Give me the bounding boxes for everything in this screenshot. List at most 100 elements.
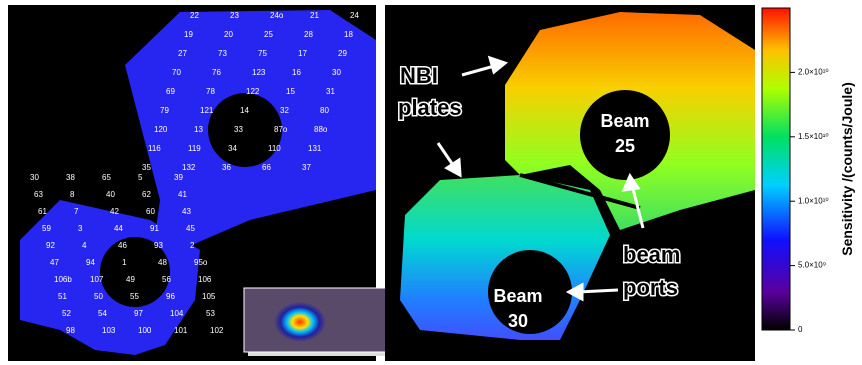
detector-label: 106 xyxy=(198,275,212,284)
label: 30 xyxy=(508,311,528,331)
detector-label: 18 xyxy=(344,30,353,39)
detector-label: 131 xyxy=(308,144,322,153)
label: Beam xyxy=(493,286,542,306)
detector-label: 15 xyxy=(286,87,295,96)
detector-label: 59 xyxy=(42,224,51,233)
beam-port xyxy=(580,90,670,180)
detector-label: 122 xyxy=(246,87,260,96)
detector-label: 119 xyxy=(188,144,201,153)
detector-label: 79 xyxy=(160,106,169,115)
detector-label: 45 xyxy=(186,224,195,233)
detector-label: 63 xyxy=(34,190,43,199)
detector-label: 47 xyxy=(50,258,59,267)
detector-label: 70 xyxy=(172,68,181,77)
label: 25 xyxy=(615,136,635,156)
detector-label: 42 xyxy=(110,207,119,216)
detector-label: 25 xyxy=(264,30,273,39)
detector-label: 33 xyxy=(234,125,243,134)
detector-label: 76 xyxy=(212,68,221,77)
detector-label: 75 xyxy=(258,49,267,58)
detector-label: 46 xyxy=(118,241,127,250)
detector-label: 62 xyxy=(142,190,151,199)
label: beam xyxy=(623,242,680,267)
detector-label: 78 xyxy=(206,87,215,96)
colorbar-title: Sensitivity /(counts/Joule) xyxy=(839,82,855,255)
detector-label: 102 xyxy=(210,326,224,335)
detector-label: 65 xyxy=(102,173,111,182)
detector-label: 80 xyxy=(320,106,329,115)
detector-label: 94 xyxy=(86,258,95,267)
detector-label: 110 xyxy=(268,144,281,153)
detector-label: 92 xyxy=(46,241,55,250)
detector-label: 69 xyxy=(166,87,175,96)
detector-label: 73 xyxy=(218,49,227,58)
detector-label: 103 xyxy=(102,326,116,335)
detector-label: 53 xyxy=(206,309,215,318)
colorbar xyxy=(762,8,790,330)
detector-label: 87o xyxy=(274,125,288,134)
detector-label: 88o xyxy=(314,125,328,134)
detector-label: 27 xyxy=(178,49,187,58)
detector-label: 20 xyxy=(224,30,233,39)
detector-label: 44 xyxy=(114,224,123,233)
detector-label: 105 xyxy=(202,292,216,301)
detector-label: 93 xyxy=(154,241,163,250)
detector-label: 7 xyxy=(74,207,79,216)
label: ports xyxy=(623,275,678,300)
detector-label: 2 xyxy=(190,241,195,250)
detector-label: 5 xyxy=(138,173,143,182)
detector-label: 30 xyxy=(30,173,39,182)
detector-label: 13 xyxy=(194,125,203,134)
detector-label: 17 xyxy=(298,49,307,58)
detector-label: 32 xyxy=(280,106,289,115)
detector-label: 4 xyxy=(82,241,87,250)
detector-label: 22 xyxy=(190,11,199,20)
detector-label: 101 xyxy=(174,326,188,335)
page: 22 23 24o 21 24 19 20 25 28 18 27 73 75 17 29 70 7 61 2 31 6… xyxy=(0,0,862,365)
detector-label: 95o xyxy=(194,258,208,267)
port-hole xyxy=(208,93,282,167)
detector-label: 123 xyxy=(252,68,266,77)
detector-label: 39 xyxy=(174,173,183,182)
colorbar-tick-label: 1.0×10¹⁰ xyxy=(798,196,829,205)
detector-label: 14 xyxy=(240,106,249,115)
detector-label: 55 xyxy=(130,292,139,301)
colorbar-tick-label: 0 xyxy=(798,325,803,334)
detector-label: 19 xyxy=(184,30,193,39)
detector-label: 51 xyxy=(58,292,67,301)
figure: 22 23 24o 21 24 19 20 25 28 18 27 73 75 17 29 70 7 61 2 31 6… xyxy=(0,0,862,365)
detector-label: 96 xyxy=(166,292,175,301)
detector-label: 30 xyxy=(332,68,341,77)
detector-label: 28 xyxy=(304,30,313,39)
detector-label: 132 xyxy=(182,163,196,172)
detector-label: 61 xyxy=(38,207,47,216)
detector-label: 36 xyxy=(222,163,231,172)
detector-label: 60 xyxy=(146,207,155,216)
detector-label: 66 xyxy=(262,163,271,172)
detector-label: 97 xyxy=(134,309,143,318)
label: Beam xyxy=(600,111,649,131)
detector-label: 38 xyxy=(66,173,75,182)
inset-spot xyxy=(274,302,326,342)
detector-label: 35 xyxy=(142,163,151,172)
detector-label: 121 xyxy=(200,106,214,115)
detector-label: 24o xyxy=(270,11,284,20)
detector-label: 91 xyxy=(150,224,159,233)
detector-label: 29 xyxy=(338,49,347,58)
detector-label: 31 xyxy=(326,87,335,96)
detector-label: 43 xyxy=(182,207,191,216)
detector-label: 107 xyxy=(90,275,104,284)
detector-label: 52 xyxy=(62,309,71,318)
detector-label: 41 xyxy=(178,190,187,199)
detector-label: 104 xyxy=(170,309,184,318)
detector-label: 34 xyxy=(228,144,237,153)
detector-label: 21 xyxy=(310,11,319,20)
detector-label: 3 xyxy=(78,224,83,233)
detector-label: 106b xyxy=(54,275,72,284)
detector-label: 40 xyxy=(106,190,115,199)
label: NBI xyxy=(400,63,438,88)
detector-label: 23 xyxy=(230,11,239,20)
detector-label: 24 xyxy=(350,11,359,20)
detector-label: 120 xyxy=(154,125,168,134)
detector-label: 37 xyxy=(302,163,311,172)
